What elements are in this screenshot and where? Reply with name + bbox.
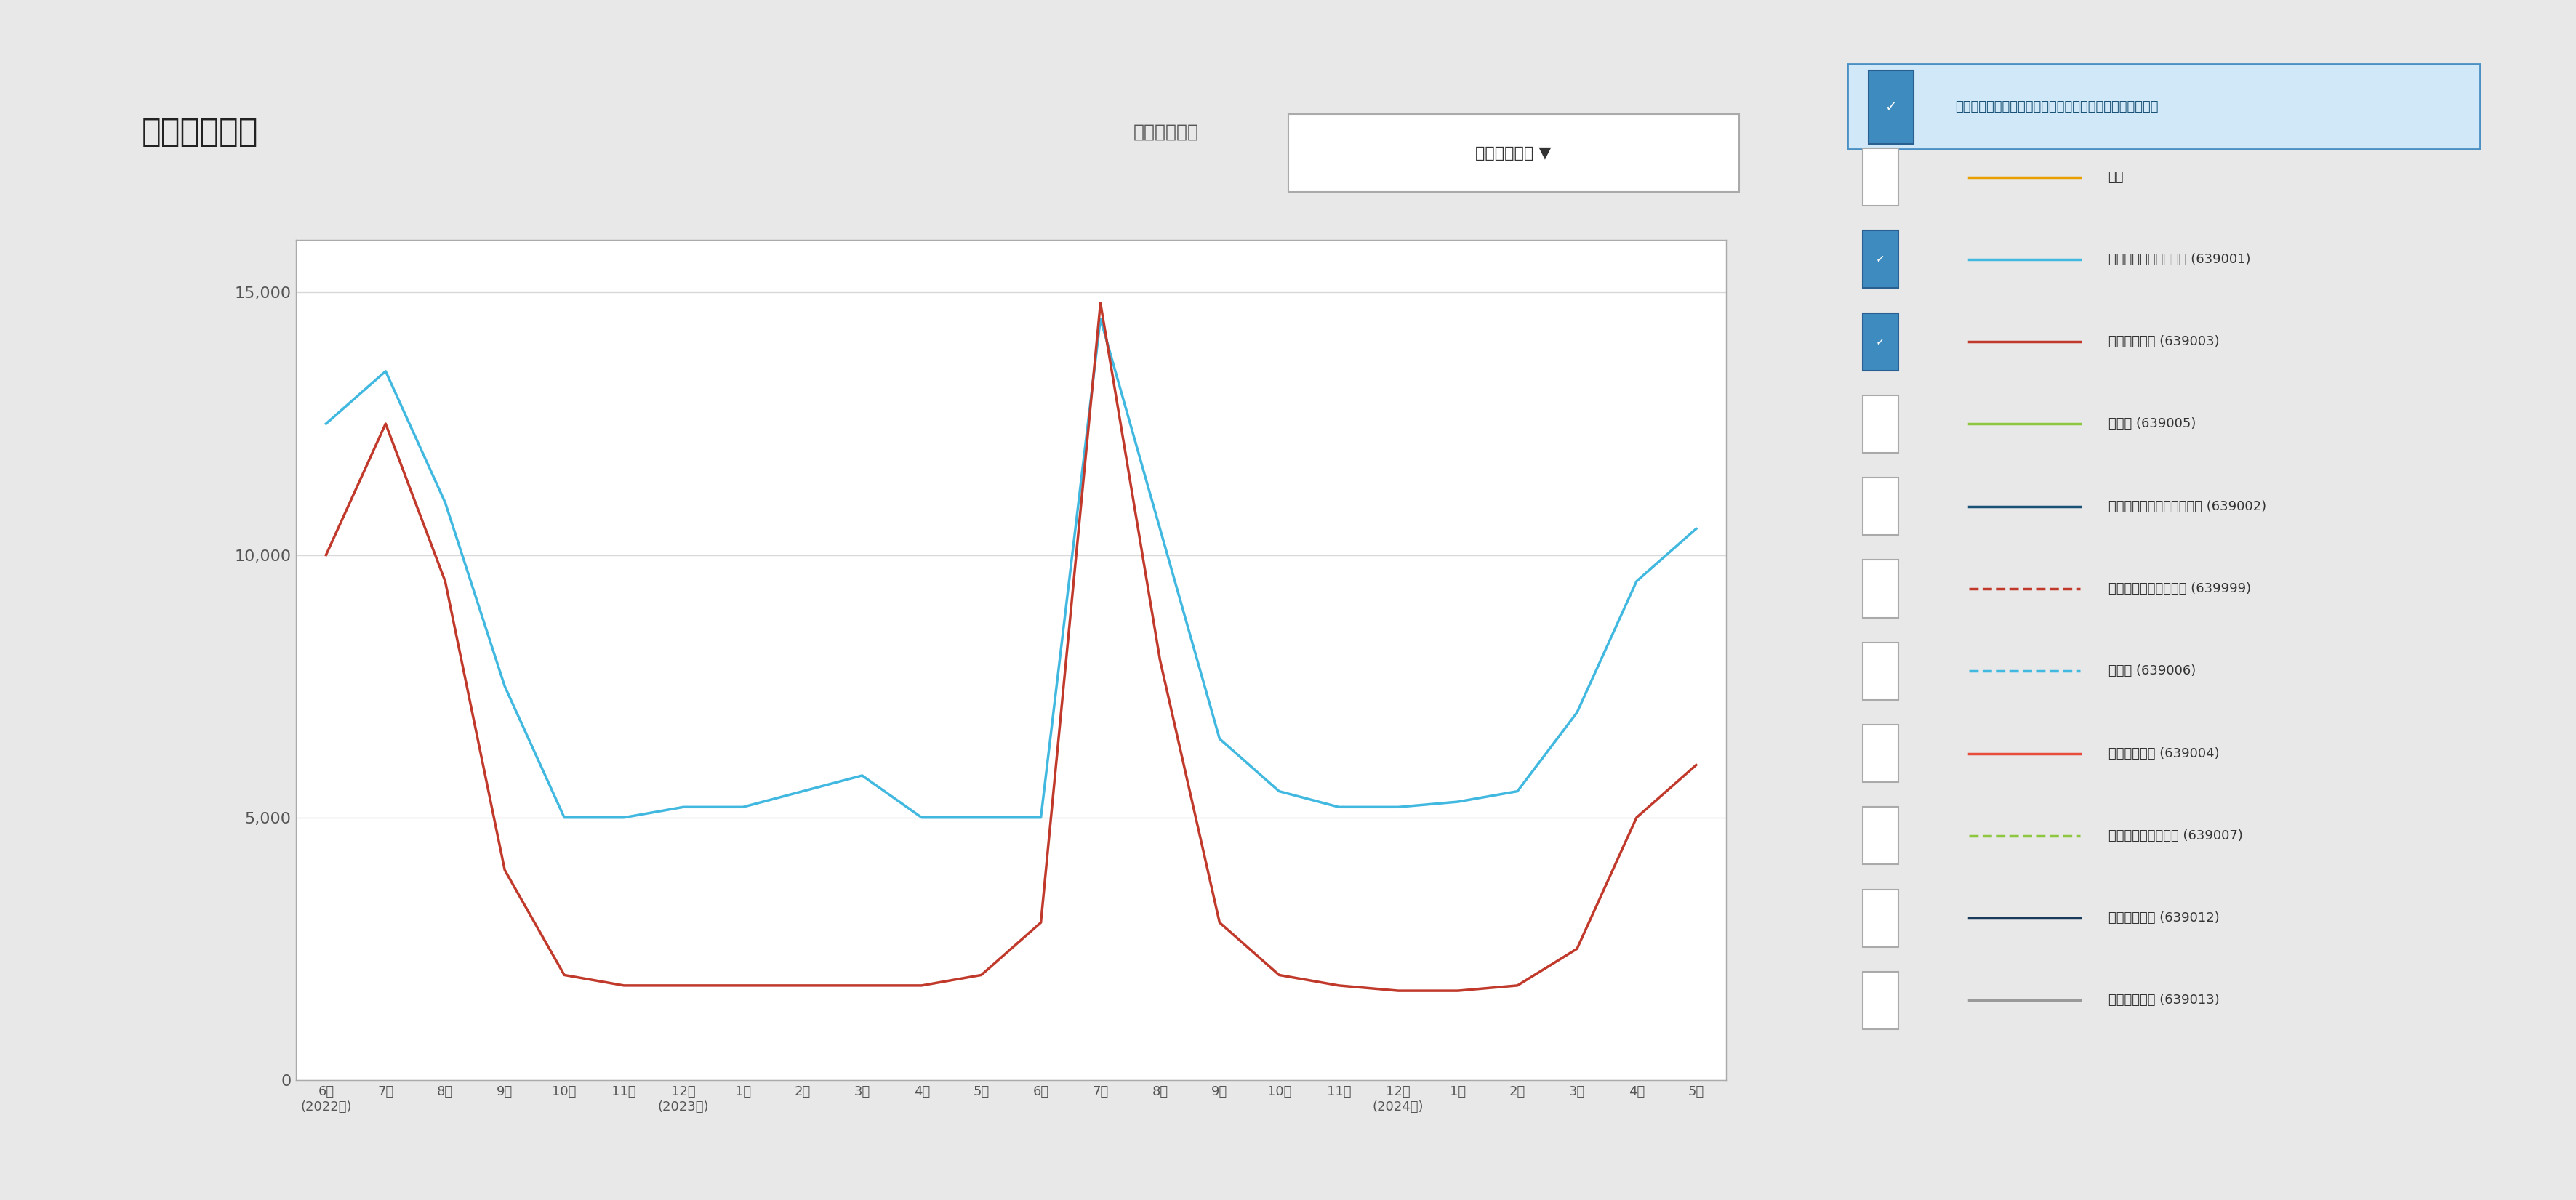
- FancyBboxPatch shape: [1868, 71, 1914, 144]
- Text: 折れ線グラフ: 折れ線グラフ: [1133, 124, 1198, 140]
- Text: 合計: 合計: [2107, 170, 2123, 184]
- FancyBboxPatch shape: [1862, 149, 1899, 205]
- Text: その他エチケット用品 (639999): その他エチケット用品 (639999): [2107, 582, 2251, 595]
- Text: 千人当り金額 ▼: 千人当り金額 ▼: [1476, 145, 1551, 161]
- FancyBboxPatch shape: [1862, 478, 1899, 535]
- Text: 防水スプレー (639013): 防水スプレー (639013): [2107, 994, 2221, 1007]
- Text: 制汗・デオドラント剤 (639001): 制汗・デオドラント剤 (639001): [2107, 253, 2251, 266]
- Text: 最大で００個まで選択できます（無選択にはできません）: 最大で００個まで選択できます（無選択にはできません）: [1955, 101, 2159, 114]
- FancyBboxPatch shape: [1862, 230, 1899, 288]
- Text: 汗拭きシート (639003): 汗拭きシート (639003): [2107, 335, 2218, 348]
- FancyBboxPatch shape: [1862, 560, 1899, 618]
- Text: 脱毛剤 (639005): 脱毛剤 (639005): [2107, 418, 2195, 431]
- FancyBboxPatch shape: [1862, 395, 1899, 452]
- FancyBboxPatch shape: [1862, 642, 1899, 700]
- FancyBboxPatch shape: [1847, 65, 2481, 149]
- Text: 便座除菌クリーナー (639007): 便座除菌クリーナー (639007): [2107, 829, 2244, 842]
- Text: 静電気防止剤 (639012): 静電気防止剤 (639012): [2107, 912, 2221, 925]
- FancyBboxPatch shape: [1862, 313, 1899, 371]
- Text: ✓: ✓: [1875, 254, 1886, 265]
- Text: 販売動向比較: 販売動向比較: [142, 116, 258, 148]
- Text: 足用制汗・デオドラント剤 (639002): 足用制汗・デオドラント剤 (639002): [2107, 500, 2267, 512]
- Text: ✓: ✓: [1875, 336, 1886, 347]
- FancyBboxPatch shape: [1862, 972, 1899, 1030]
- Text: 汗わきパッド (639004): 汗わきパッド (639004): [2107, 746, 2218, 760]
- Text: 脱色剤 (639006): 脱色剤 (639006): [2107, 665, 2195, 678]
- FancyBboxPatch shape: [1862, 725, 1899, 782]
- FancyBboxPatch shape: [1862, 806, 1899, 864]
- Text: ✓: ✓: [1886, 100, 1896, 114]
- FancyBboxPatch shape: [1862, 889, 1899, 947]
- FancyBboxPatch shape: [1288, 114, 1739, 192]
